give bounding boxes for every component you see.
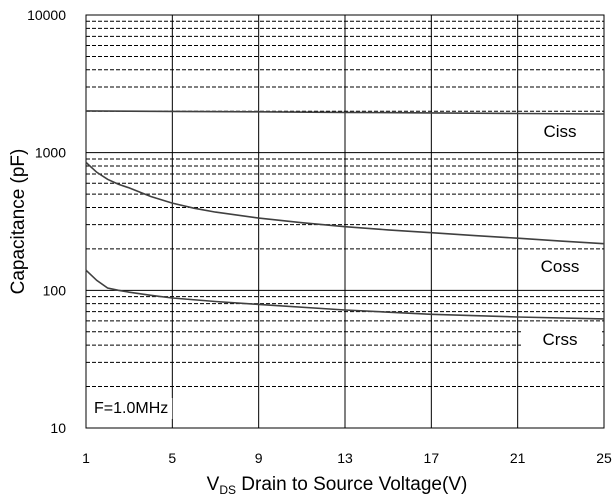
series-label-crss: Crss bbox=[543, 330, 578, 349]
y-tick-label: 100 bbox=[43, 282, 67, 298]
x-tick-label: 21 bbox=[510, 450, 526, 466]
x-axis-title-rest: Drain to Source Voltage(V) bbox=[236, 474, 467, 495]
x-tick-label: 1 bbox=[82, 450, 90, 466]
series-curves bbox=[85, 110, 605, 320]
y-axis-title: Capacitance (pF) bbox=[8, 149, 29, 295]
series-label-coss: Coss bbox=[541, 257, 580, 276]
plot-frame bbox=[85, 14, 605, 429]
series-line-ciss bbox=[85, 110, 605, 115]
series-labels: Ciss Coss Crss bbox=[521, 118, 601, 354]
y-tick-label: 10000 bbox=[27, 7, 66, 23]
series-line-coss bbox=[85, 161, 605, 245]
x-tick-label: 5 bbox=[168, 450, 176, 466]
series-label-background bbox=[521, 326, 601, 354]
tick-labels: 1 5 9 13 17 21 25 10 100 1000 10000 bbox=[27, 7, 612, 466]
x-axis-title-subscript: DS bbox=[219, 483, 236, 497]
y-tick-label: 10 bbox=[50, 420, 66, 436]
x-axis-title: VDS Drain to Source Voltage(V) bbox=[207, 474, 468, 497]
x-tick-label: 25 bbox=[596, 450, 612, 466]
x-tick-label: 9 bbox=[255, 450, 263, 466]
x-tick-label: 17 bbox=[424, 450, 440, 466]
series-line-crss bbox=[85, 269, 605, 320]
series-label-ciss: Ciss bbox=[543, 122, 576, 141]
series-label-background bbox=[521, 253, 601, 281]
y-tick-label: 1000 bbox=[35, 145, 66, 161]
grid bbox=[86, 15, 604, 428]
x-axis-title-prefix: V bbox=[207, 474, 220, 495]
series-label-background bbox=[521, 118, 601, 146]
annotation-background bbox=[90, 398, 173, 419]
x-tick-label: 13 bbox=[337, 450, 353, 466]
frequency-annotation: F=1.0MHz bbox=[94, 400, 168, 417]
